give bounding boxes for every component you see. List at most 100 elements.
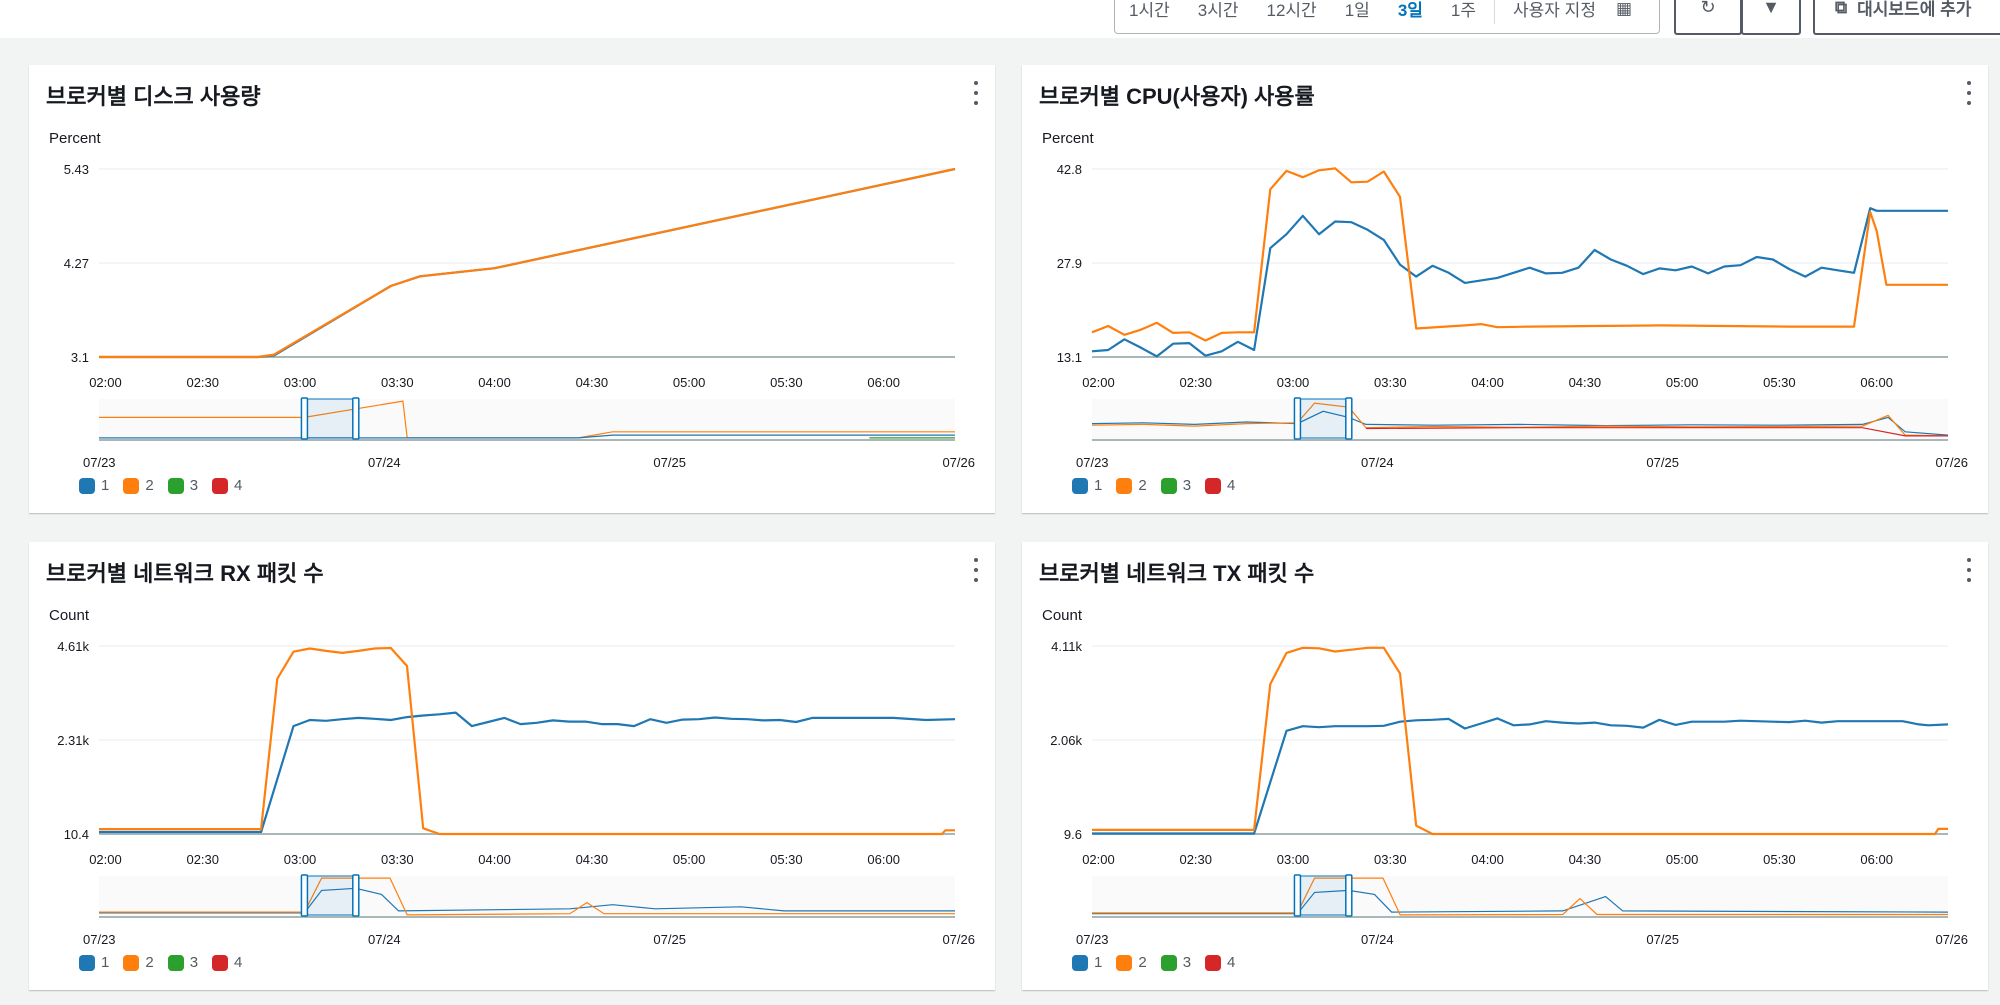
y-tick-label: 9.6 (1064, 827, 1082, 842)
add-to-dashboard-button[interactable]: ⧉ 대시보드에 추가 (1813, 0, 2000, 35)
y-tick-label: 2.31k (57, 733, 89, 748)
network-rx-widget: 브로커별 네트워크 RX 패킷 수 Count 10.4 2.31k 4.61k 02:… (29, 542, 995, 990)
range-3d[interactable]: 3일 (1397, 1, 1423, 20)
x-tick-label: 04:30 (1569, 852, 1602, 867)
navigator-handle-left[interactable] (1293, 397, 1302, 440)
legend-item-3[interactable]: 3 (167, 477, 198, 494)
navigator-handle-left[interactable] (300, 874, 309, 917)
range-3h[interactable]: 3시간 (1197, 1, 1239, 20)
legend-swatch (123, 954, 140, 971)
legend-label: 1 (1094, 477, 1103, 494)
y-tick-label: 10.4 (64, 827, 89, 842)
legend-swatch (1205, 477, 1222, 494)
legend-swatch (79, 954, 95, 971)
legend-item-1[interactable]: 1 (1072, 477, 1102, 494)
range-12h[interactable]: 12시간 (1266, 1, 1317, 20)
x-tick-label: 03:30 (1374, 852, 1407, 867)
range-1d[interactable]: 1일 (1344, 1, 1370, 20)
widget-menu-icon[interactable] (971, 81, 981, 105)
navigator-background (1092, 399, 1948, 440)
x-tick-label: 03:30 (1374, 375, 1407, 390)
y-axis-label: Percent (49, 130, 102, 147)
range-1h[interactable]: 1시간 (1129, 1, 1170, 20)
network-tx-widget: 브로커별 네트워크 TX 패킷 수 Count 9.6 2.06k 4.11k 02:0… (1022, 542, 1988, 990)
chart-legend: 1 2 3 4 (79, 477, 242, 494)
x-tick-label: 03:00 (1277, 852, 1310, 867)
x-tick-label: 05:30 (1763, 375, 1796, 390)
time-range-selector: 1시간 3시간 12시간 1일 3일 1주 사용자 지정 ▦ (1114, 0, 1660, 34)
line-chart: Count 9.6 2.06k 4.11k 02:00 02:30 03:00 03:30 04… (1042, 607, 1968, 947)
navigator-line-2 (1092, 877, 1948, 916)
legend-item-1[interactable]: 1 (79, 477, 109, 494)
legend-item-2[interactable]: 2 (123, 477, 154, 494)
widget-title: 브로커별 디스크 사용량 (46, 84, 261, 109)
y-tick-label: 5.43 (64, 162, 89, 177)
widget-title: 브로커별 CPU(사용자) 사용률 (1039, 84, 1315, 109)
y-tick-label: 4.27 (64, 256, 89, 271)
navigator-tick-label: 07/23 (83, 932, 116, 947)
navigator-tick-label: 07/23 (83, 455, 116, 470)
legend-label: 4 (234, 477, 243, 494)
legend-swatch (1072, 954, 1088, 971)
navigator-tick-label: 07/25 (653, 455, 686, 470)
external-link-icon: ⧉ (1835, 0, 1848, 17)
navigator-handle-right[interactable] (1345, 874, 1353, 917)
x-tick-label: 05:30 (770, 852, 803, 867)
x-tick-label: 03:00 (284, 852, 317, 867)
y-axis-label: Count (1042, 607, 1083, 624)
calendar-icon[interactable]: ▦ (1615, 0, 1633, 18)
dashboard-toolbar: 1시간 3시간 12시간 1일 3일 1주 사용자 지정 ▦ ↻ ▼ ⧉ 대시보… (0, 0, 2000, 38)
legend-swatch (1072, 477, 1088, 494)
range-custom[interactable]: 사용자 지정 (1513, 1, 1596, 20)
x-tick-label: 02:30 (1179, 375, 1212, 390)
legend-swatch (167, 954, 184, 971)
legend-item-4[interactable]: 4 (212, 954, 242, 971)
series-line-1 (1092, 717, 1949, 835)
widget-menu-icon[interactable] (971, 558, 981, 582)
x-tick-label: 02:00 (1082, 852, 1115, 867)
legend-label: 4 (1227, 477, 1236, 494)
legend-item-2[interactable]: 2 (1116, 477, 1147, 494)
legend-item-3[interactable]: 3 (1160, 954, 1191, 971)
navigator-line-2 (1091, 402, 1949, 437)
legend-item-4[interactable]: 4 (1205, 477, 1235, 494)
navigator-handle-right[interactable] (1345, 397, 1353, 440)
refresh-icon: ↻ (1700, 0, 1716, 17)
legend-item-3[interactable]: 3 (167, 954, 198, 971)
x-tick-label: 06:00 (1860, 852, 1893, 867)
widget-menu-icon[interactable] (1964, 558, 1974, 582)
navigator-handle-right[interactable] (352, 397, 360, 440)
range-1w[interactable]: 1주 (1450, 1, 1477, 20)
legend-label: 2 (1138, 954, 1147, 971)
y-tick-label: 13.1 (1057, 350, 1082, 365)
navigator-handle-left[interactable] (300, 397, 309, 440)
navigator-tick-label: 07/23 (1076, 455, 1109, 470)
legend-label: 3 (1182, 477, 1192, 494)
x-tick-label: 06:00 (1860, 375, 1893, 390)
legend-item-2[interactable]: 2 (1116, 954, 1147, 971)
refresh-button[interactable]: ↻ (1674, 0, 1742, 35)
legend-item-3[interactable]: 3 (1160, 477, 1192, 494)
legend-item-2[interactable]: 2 (123, 954, 154, 971)
y-tick-label: 4.61k (57, 639, 89, 654)
legend-label: 1 (101, 954, 110, 971)
navigator-handle-right[interactable] (352, 874, 360, 917)
refresh-options-button[interactable]: ▼ (1741, 0, 1801, 35)
x-tick-label: 02:00 (89, 852, 122, 867)
widget-menu-icon[interactable] (1964, 81, 1974, 105)
legend-item-4[interactable]: 4 (1205, 954, 1235, 971)
legend-item-4[interactable]: 4 (212, 477, 242, 494)
legend-item-1[interactable]: 1 (1072, 954, 1102, 971)
y-tick-label: 42.8 (1057, 162, 1082, 177)
legend-item-1[interactable]: 1 (79, 954, 109, 971)
navigator-line-1 (99, 887, 955, 914)
series-line-2 (99, 167, 956, 359)
navigator-handle-left[interactable] (1293, 874, 1302, 917)
legend-swatch (212, 954, 229, 971)
legend-label: 2 (145, 954, 154, 971)
x-tick-label: 02:00 (1082, 375, 1115, 390)
navigator-tick-label: 07/26 (1935, 932, 1968, 947)
navigator-tick-label: 07/25 (653, 932, 686, 947)
x-tick-label: 05:30 (1763, 852, 1796, 867)
x-tick-label: 02:30 (1179, 852, 1212, 867)
